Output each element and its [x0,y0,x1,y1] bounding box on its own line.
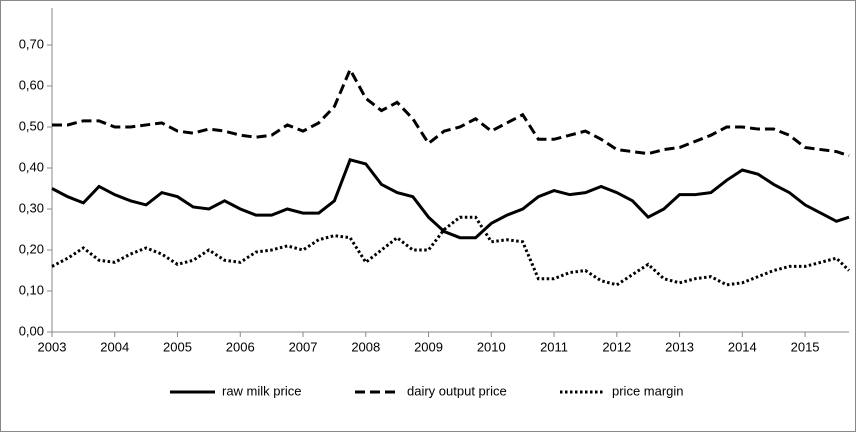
y-tick-label: 0,10 [19,282,44,297]
series-line [52,66,850,158]
y-tick-label: 0,00 [19,323,44,338]
series-line [51,215,851,287]
x-tick-label: 2007 [289,339,318,354]
y-tick-label: 0,70 [19,36,44,51]
x-tick-label: 2003 [38,339,67,354]
y-tick-label: 0,40 [19,159,44,174]
legend-label: price margin [612,383,684,398]
x-tick-label: 2012 [602,339,631,354]
legend-label: dairy output price [407,383,507,398]
x-tick-label: 2010 [477,339,506,354]
legend-label: raw milk price [222,383,301,398]
x-tick-label: 2005 [163,339,192,354]
x-tick-label: 2008 [351,339,380,354]
x-tick-label: 2004 [100,339,129,354]
y-tick-label: 0,50 [19,118,44,133]
x-tick-label: 2015 [791,339,820,354]
y-tick-label: 0,30 [19,200,44,215]
x-tick-label: 2011 [540,339,568,354]
y-tick-label: 0,60 [19,77,44,92]
series-line [51,158,850,240]
x-tick-label: 2014 [728,339,757,354]
x-tick-label: 2006 [226,339,255,354]
x-tick-label: 2009 [414,339,443,354]
x-tick-label: 2013 [665,339,694,354]
y-tick-label: 0,20 [19,241,44,256]
